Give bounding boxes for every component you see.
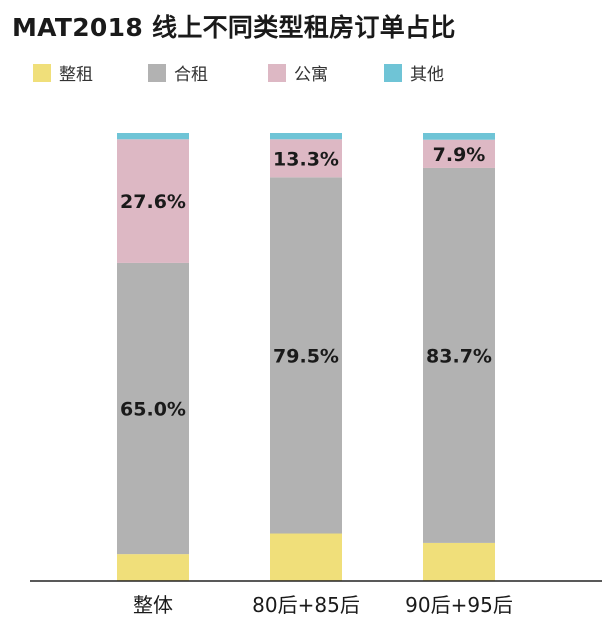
bar-segment — [423, 542, 495, 581]
legend-item-gongyu: 公寓 — [268, 60, 328, 85]
data-label: 83.7% — [426, 345, 492, 367]
bar-segment — [270, 133, 342, 140]
bars-group — [117, 133, 495, 581]
chart-title: MAT2018 线上不同类型租房订单占比 — [12, 13, 456, 42]
category-label: 整体 — [133, 593, 173, 617]
data-label: 79.5% — [273, 345, 339, 367]
data-label: 27.6% — [120, 191, 186, 213]
labels-group: 65.0% 27.6% 整体 79.5% 13.3% 80后+85后 83.7% 7.9% 90… — [120, 144, 513, 617]
legend-swatch — [148, 63, 166, 82]
legend-item-hezu: 合租 — [148, 60, 208, 85]
bar-segment — [117, 133, 189, 140]
legend-swatch — [384, 63, 402, 82]
bar-segment — [117, 262, 189, 555]
category-label: 90后+95后 — [405, 593, 513, 617]
legend: 整租 合租 公寓 其他 — [0, 60, 614, 85]
bar-segment — [423, 167, 495, 543]
data-label: 13.3% — [273, 148, 339, 170]
bar-segment — [270, 139, 342, 178]
legend-swatch — [268, 63, 286, 82]
category-label: 80后+85后 — [252, 593, 360, 617]
legend-label: 其他 — [410, 65, 444, 85]
legend-label: 公寓 — [294, 65, 328, 85]
bar-segment — [270, 533, 342, 581]
bar-segment — [423, 139, 495, 168]
bar-segment — [117, 139, 189, 263]
legend-swatch — [33, 63, 51, 82]
data-label: 7.9% — [433, 144, 486, 166]
bar-segment — [423, 133, 495, 140]
legend-label: 合租 — [174, 65, 208, 85]
data-label: 65.0% — [120, 399, 186, 421]
legend-item-zhengzu: 整租 — [33, 60, 93, 85]
bar-segment — [117, 554, 189, 581]
legend-label: 整租 — [59, 65, 93, 85]
legend-item-qita: 其他 — [384, 60, 444, 85]
bar-segment — [270, 177, 342, 534]
